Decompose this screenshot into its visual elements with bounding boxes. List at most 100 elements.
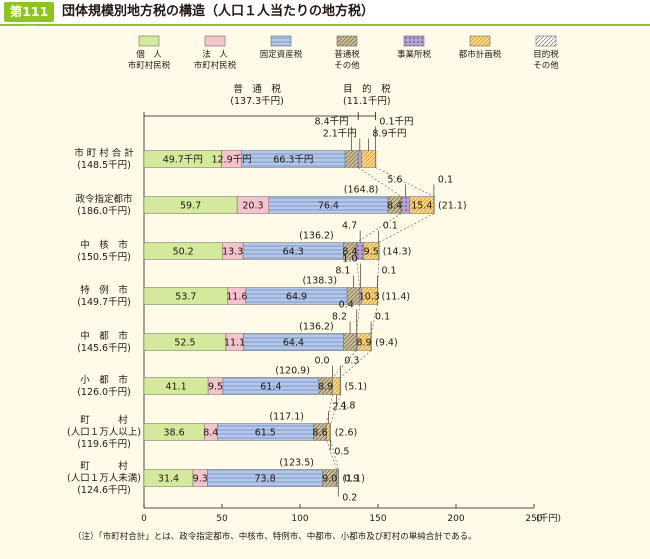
bar-value-label: 10.3 xyxy=(359,292,380,303)
bar-segment-city-planning xyxy=(332,377,341,395)
connector-line xyxy=(326,440,337,470)
x-tick-label: 200 xyxy=(447,514,464,524)
general-total-label: (136.2) xyxy=(299,322,334,333)
annotation-label: 2.1 xyxy=(332,402,347,413)
purpose-total-label: (14.3) xyxy=(383,247,412,258)
bar-value-label: 49.7千円 xyxy=(163,155,203,166)
category-label: (124.6千円) xyxy=(77,485,131,496)
category-label: 町 村 xyxy=(80,460,128,472)
purpose-total-label: (2.6) xyxy=(335,428,358,439)
bar-value-label: 9.5 xyxy=(364,247,379,258)
x-tick-label: 100 xyxy=(291,514,308,524)
bar-value-label: 9.5 xyxy=(208,382,223,393)
connector-line xyxy=(377,259,380,288)
connector-line xyxy=(326,394,333,424)
chart-note: （注）「市町村合計」とは、政令指定都市、中核市、特例市、中都市、小都市及び町村の… xyxy=(73,532,477,542)
legend-swatch xyxy=(403,35,425,47)
bar-segment-business-office xyxy=(400,196,411,214)
bar-value-label: 8.6 xyxy=(312,428,327,439)
figure-title: 団体規模別地方税の構造（人口１人当たりの地方税） xyxy=(62,4,375,19)
bar-segment-general-other xyxy=(343,333,357,351)
annotation-label: 1.0 xyxy=(342,254,357,265)
category-label: (119.6千円) xyxy=(77,439,131,450)
bar-value-label: 8.4 xyxy=(342,247,357,258)
connector-line xyxy=(356,259,361,288)
connector-line xyxy=(330,394,341,424)
bar-value-label: 9.3 xyxy=(193,474,208,485)
legend-label: 法 人 xyxy=(202,49,228,60)
general-total-label: (136.2) xyxy=(299,231,334,242)
bar-value-label: 8.9 xyxy=(356,338,371,349)
category-label: (人口１万人未満) xyxy=(67,472,141,484)
bar-segment-purpose-other xyxy=(337,469,339,487)
purpose-total-label: (5.1) xyxy=(345,382,368,393)
connector-line xyxy=(356,213,402,243)
legend-label: 普通税 xyxy=(334,49,360,60)
general-total-label: (138.3) xyxy=(302,276,337,287)
category-label: (126.0千円) xyxy=(77,387,131,398)
connector-line xyxy=(375,167,435,197)
purpose-total-label: (11.4) xyxy=(382,292,411,303)
category-label: 中 都 市 xyxy=(80,330,128,342)
legend-label: 都市計画税 xyxy=(459,49,502,60)
x-tick-label: 50 xyxy=(216,514,228,524)
category-label: (149.7千円) xyxy=(77,297,131,308)
annotation-label: 4.8 xyxy=(340,401,355,412)
annotation-label: 0.5 xyxy=(334,447,349,458)
category-label: (145.6千円) xyxy=(77,343,131,354)
bar-value-label: 31.4 xyxy=(158,474,179,485)
annotation-label: 8.1 xyxy=(335,266,350,277)
legend-label: その他 xyxy=(334,60,360,71)
legend-label: 市町村民税 xyxy=(194,60,237,71)
bar-value-label: 76.4 xyxy=(318,201,339,212)
x-unit-label: (千円) xyxy=(536,513,561,524)
bar-value-label: 20.3 xyxy=(242,201,263,212)
category-label: 町 村 xyxy=(80,414,128,426)
bar-value-label: 9.0 xyxy=(322,474,337,485)
x-tick-label: 250 xyxy=(525,514,542,524)
bar-value-label: 61.4 xyxy=(260,382,281,393)
bar-value-label: 61.5 xyxy=(255,428,276,439)
category-label: (人口１万人以上) xyxy=(67,427,141,438)
category-label: 中 核 市 xyxy=(80,239,128,251)
annotation-label: 8.9千円 xyxy=(372,129,406,140)
bar-value-label: 41.1 xyxy=(165,382,186,393)
bar-value-label: 66.3千円 xyxy=(273,155,313,166)
bar-value-label: 59.7 xyxy=(180,201,201,212)
legend-label: 目的税 xyxy=(533,49,559,60)
purpose-total-label: (21.1) xyxy=(438,201,467,212)
bar-segment-purpose-other xyxy=(433,196,435,214)
annotation-label: 0.9 xyxy=(344,474,359,485)
bar-value-label: 8.4 xyxy=(203,428,218,439)
bar-value-label: 38.6 xyxy=(164,428,185,439)
annotation-label: 0.1 xyxy=(383,221,398,232)
legend-label: 事業所税 xyxy=(397,49,432,60)
annotation-label: 5.6 xyxy=(387,175,402,186)
bar-value-label: 12.9千円 xyxy=(212,155,252,166)
bar-segment-purpose-other xyxy=(339,377,341,395)
bar-segment-city-planning xyxy=(361,150,376,168)
purpose-total-label: (9.4) xyxy=(375,338,398,349)
legend-label: その他 xyxy=(533,60,559,71)
connector-line xyxy=(340,350,372,378)
category-label: 市 町 村 合 計 xyxy=(74,147,134,159)
bar-value-label: 11.6 xyxy=(226,292,247,303)
bar-value-label: 64.9 xyxy=(286,292,307,303)
connector-line xyxy=(370,304,378,334)
bar-segment-business-office xyxy=(357,150,362,168)
annotation-label: 0.1千円 xyxy=(379,117,413,128)
category-label: 特 例 市 xyxy=(80,284,128,296)
category-label: (186.0千円) xyxy=(77,206,131,217)
annotation-label: 0.1 xyxy=(438,175,453,186)
general-total-label: (120.9) xyxy=(275,366,310,377)
bracket-general-label: (137.3千円) xyxy=(230,96,284,107)
legend-label: 個 人 xyxy=(136,49,162,60)
legend-swatch xyxy=(535,35,557,47)
annotation-label: 8.4千円 xyxy=(315,117,349,128)
bar-value-label: 8.4 xyxy=(387,201,402,212)
bar-segment-general-other xyxy=(344,150,359,168)
bar-segment-purpose-other xyxy=(329,423,331,441)
bar-value-label: 13.3 xyxy=(222,247,243,258)
legend-swatch xyxy=(138,35,160,47)
category-label: 政令指定都市 xyxy=(75,193,133,205)
